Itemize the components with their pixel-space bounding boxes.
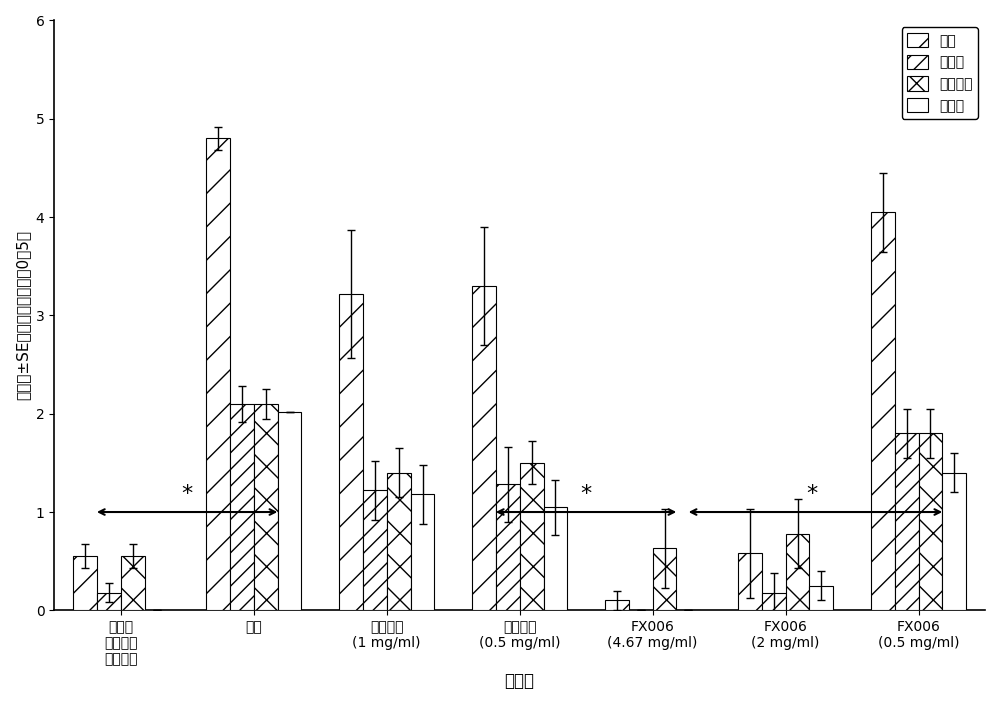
Bar [544,507,567,611]
Text: *: * [182,484,193,504]
Bar [363,491,387,611]
Bar [919,434,942,611]
Bar [278,412,301,611]
Text: *: * [580,484,592,504]
Bar [97,593,121,611]
Bar [254,404,278,611]
Bar [339,294,363,611]
Bar [605,601,629,611]
X-axis label: 治疗组: 治疗组 [505,672,535,690]
Bar [895,434,919,611]
Text: *: * [807,484,818,504]
Bar [942,472,966,611]
Bar [73,556,97,611]
Bar [738,553,762,611]
Bar [762,593,786,611]
Bar [786,534,809,611]
Bar [387,472,411,611]
Bar [230,404,254,611]
Bar [809,586,833,611]
Legend: 炎症, 关节鬲, 软骨损伤, 骨吸收: 炎症, 关节鬲, 软骨损伤, 骨吸收 [902,27,978,118]
Bar [411,494,434,611]
Bar [121,556,145,611]
Bar [496,484,520,611]
Bar [472,286,496,611]
Y-axis label: 平均值±SE组织病理学评分（0～5）: 平均值±SE组织病理学评分（0～5） [15,231,30,400]
Bar [206,138,230,611]
Bar [871,212,895,611]
Bar [520,463,544,611]
Bar [653,548,676,611]
